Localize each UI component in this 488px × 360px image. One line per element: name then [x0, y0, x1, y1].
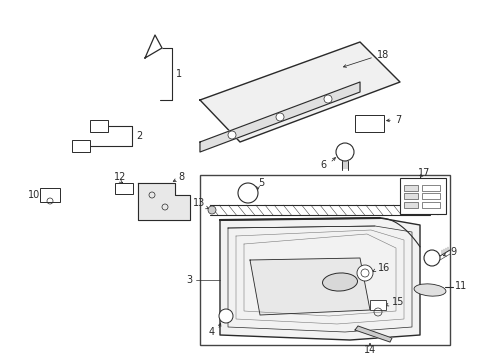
- Text: 3: 3: [185, 275, 192, 285]
- Text: 14: 14: [363, 345, 375, 355]
- Circle shape: [219, 309, 232, 323]
- Bar: [40, 188, 60, 202]
- Circle shape: [238, 183, 258, 203]
- Text: 17: 17: [417, 168, 429, 178]
- Text: 18: 18: [376, 50, 388, 60]
- Text: 4: 4: [208, 327, 215, 337]
- Polygon shape: [354, 326, 391, 342]
- Polygon shape: [249, 258, 369, 315]
- Circle shape: [356, 265, 372, 281]
- Ellipse shape: [413, 284, 445, 296]
- Circle shape: [335, 143, 353, 161]
- Text: 2: 2: [136, 131, 142, 141]
- Circle shape: [423, 250, 439, 266]
- Bar: [399, 178, 445, 214]
- Polygon shape: [200, 42, 399, 142]
- Bar: [403, 193, 417, 199]
- Bar: [421, 193, 439, 199]
- Bar: [421, 202, 439, 208]
- Bar: [90, 120, 108, 132]
- Text: 8: 8: [178, 172, 184, 182]
- Bar: [403, 185, 417, 191]
- Text: 10: 10: [28, 190, 40, 200]
- Bar: [421, 185, 439, 191]
- Text: 7: 7: [394, 115, 401, 125]
- Bar: [115, 183, 133, 194]
- Text: 11: 11: [454, 281, 467, 291]
- Ellipse shape: [322, 273, 357, 291]
- Text: 13: 13: [192, 198, 204, 208]
- Circle shape: [207, 206, 216, 214]
- Bar: [369, 300, 385, 310]
- Circle shape: [227, 131, 236, 139]
- Text: 12: 12: [114, 172, 126, 182]
- Text: 16: 16: [377, 263, 389, 273]
- Text: 6: 6: [319, 160, 325, 170]
- Text: 1: 1: [176, 69, 182, 79]
- Polygon shape: [138, 183, 190, 220]
- Bar: [200, 175, 449, 345]
- Bar: [72, 140, 90, 152]
- Text: 15: 15: [391, 297, 404, 307]
- Circle shape: [324, 95, 331, 103]
- Text: 9: 9: [449, 247, 455, 257]
- FancyBboxPatch shape: [354, 114, 383, 131]
- Polygon shape: [220, 218, 419, 340]
- Bar: [403, 202, 417, 208]
- Polygon shape: [145, 35, 162, 58]
- Polygon shape: [200, 82, 359, 152]
- Circle shape: [275, 113, 284, 121]
- Text: 5: 5: [258, 178, 264, 188]
